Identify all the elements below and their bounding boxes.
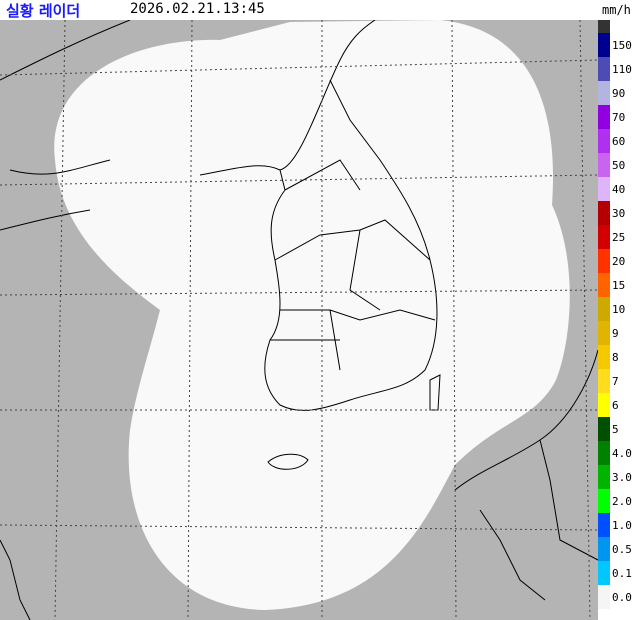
- legend-color-block: [598, 153, 610, 177]
- legend-color-block: [598, 177, 610, 201]
- legend-label: 9: [612, 327, 619, 340]
- legend-color-block: [598, 393, 610, 417]
- legend-color-block: [598, 417, 610, 441]
- legend-label: 40: [612, 183, 626, 196]
- legend-label: 1.0: [612, 519, 632, 532]
- legend-label: 0.1: [612, 567, 632, 580]
- radar-map[interactable]: [0, 20, 598, 620]
- legend-color-block: [598, 585, 610, 609]
- legend-color-block: [598, 225, 610, 249]
- legend-label: 60: [612, 135, 626, 148]
- legend-color-block: [598, 129, 610, 153]
- timestamp: 2026.02.21.13:45: [130, 1, 265, 17]
- legend-label: 10: [612, 303, 626, 316]
- legend-color-block: [598, 441, 610, 465]
- radar-coverage-area: [54, 20, 570, 610]
- legend-label: 0.0: [612, 591, 632, 604]
- legend-label: 25: [612, 231, 626, 244]
- page-title: 실황 레이더: [6, 2, 81, 20]
- legend-label: 50: [612, 159, 626, 172]
- precipitation-legend: [598, 20, 610, 609]
- coastline: [0, 20, 598, 620]
- legend-color-block: [598, 249, 610, 273]
- legend-label: 15: [612, 279, 626, 292]
- legend-color-block: [598, 345, 610, 369]
- legend-label: 4.0: [612, 447, 632, 460]
- grid-lines: [0, 20, 598, 620]
- legend-unit: mm/h: [602, 3, 631, 17]
- legend-label: 2.0: [612, 495, 632, 508]
- legend-color-block: [598, 20, 610, 33]
- legend-color-block: [598, 33, 610, 57]
- legend-label: 0.5: [612, 543, 632, 556]
- legend-color-block: [598, 105, 610, 129]
- legend-label: 20: [612, 255, 626, 268]
- legend-label: 30: [612, 207, 626, 220]
- legend-color-block: [598, 297, 610, 321]
- legend-label: 150: [612, 39, 632, 52]
- legend-color-block: [598, 369, 610, 393]
- legend-color-block: [598, 201, 610, 225]
- legend-color-block: [598, 57, 610, 81]
- legend-color-block: [598, 513, 610, 537]
- legend-color-block: [598, 489, 610, 513]
- legend-label: 90: [612, 87, 626, 100]
- legend-color-block: [598, 81, 610, 105]
- legend-color-block: [598, 465, 610, 489]
- legend-label: 110: [612, 63, 632, 76]
- legend-label: 5: [612, 423, 619, 436]
- legend-color-block: [598, 321, 610, 345]
- legend-color-block: [598, 273, 610, 297]
- legend-label: 70: [612, 111, 626, 124]
- legend-label: 8: [612, 351, 619, 364]
- legend-color-block: [598, 561, 610, 585]
- legend-label: 6: [612, 399, 619, 412]
- legend-label: 3.0: [612, 471, 632, 484]
- legend-label: 7: [612, 375, 619, 388]
- legend-color-block: [598, 537, 610, 561]
